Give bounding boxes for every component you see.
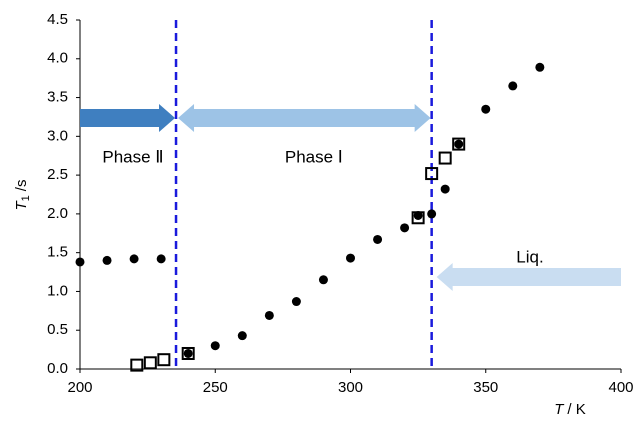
point-circle	[75, 257, 85, 267]
y-tick-label: 0.5	[47, 321, 68, 338]
point-circle	[346, 253, 355, 263]
y-tick-label: 3.5	[47, 89, 68, 106]
point-circle	[129, 254, 139, 264]
y-tick-label: 2.0	[47, 205, 68, 222]
phase-i-arrow	[178, 104, 431, 132]
x-tick-label: 200	[67, 379, 92, 396]
phase-label: Phase Ⅱ	[102, 147, 163, 166]
x-tick-label: 250	[203, 379, 228, 396]
point-square	[411, 211, 425, 225]
x-tick-label: 350	[473, 379, 498, 396]
point-square	[143, 356, 157, 370]
phase-label: Phase Ⅰ	[285, 147, 343, 166]
point-circle	[440, 184, 450, 194]
point-square	[438, 151, 452, 165]
point-square	[181, 346, 195, 360]
x-tick-label: 300	[338, 379, 363, 396]
point-circle	[535, 62, 545, 72]
phase-ii-arrow	[80, 104, 176, 132]
point-circle	[481, 104, 491, 114]
point-square	[452, 137, 466, 151]
x-tick-label: 400	[608, 379, 633, 396]
point-square	[157, 353, 171, 367]
point-square	[130, 358, 144, 372]
y-label-subscript: 1	[20, 195, 32, 201]
point-circle	[373, 234, 383, 244]
point-circle	[454, 139, 464, 149]
y-tick-label: 1.0	[47, 282, 68, 299]
point-circle	[156, 254, 166, 264]
point-circle	[291, 297, 301, 307]
point-circle	[508, 81, 518, 91]
x-axis-label: T / K	[554, 401, 586, 418]
x-label-symbol: T	[554, 401, 565, 418]
y-label-symbol: T	[13, 199, 30, 210]
x-label-unit: / K	[567, 401, 585, 418]
y-tick-label: 4.0	[47, 50, 68, 67]
y-tick-label: 2.5	[47, 166, 68, 183]
y-tick-label: 0.0	[47, 360, 68, 377]
y-label-unit: /s	[13, 180, 30, 192]
phase-label: Liq.	[516, 247, 543, 266]
point-circle	[264, 310, 274, 320]
point-circle	[318, 275, 328, 285]
y-tick-label: 4.5	[47, 11, 68, 28]
point-circle	[400, 223, 410, 233]
point-circle	[102, 255, 112, 265]
point-circle	[210, 341, 220, 351]
y-tick-label: 3.0	[47, 127, 68, 144]
point-circle	[237, 331, 247, 341]
liquid-arrow	[436, 263, 621, 291]
point-square	[425, 167, 439, 181]
point-circle	[427, 209, 437, 219]
y-tick-label: 1.5	[47, 244, 68, 261]
point-circle	[183, 348, 193, 358]
y-axis-label: T1/s	[13, 180, 32, 211]
